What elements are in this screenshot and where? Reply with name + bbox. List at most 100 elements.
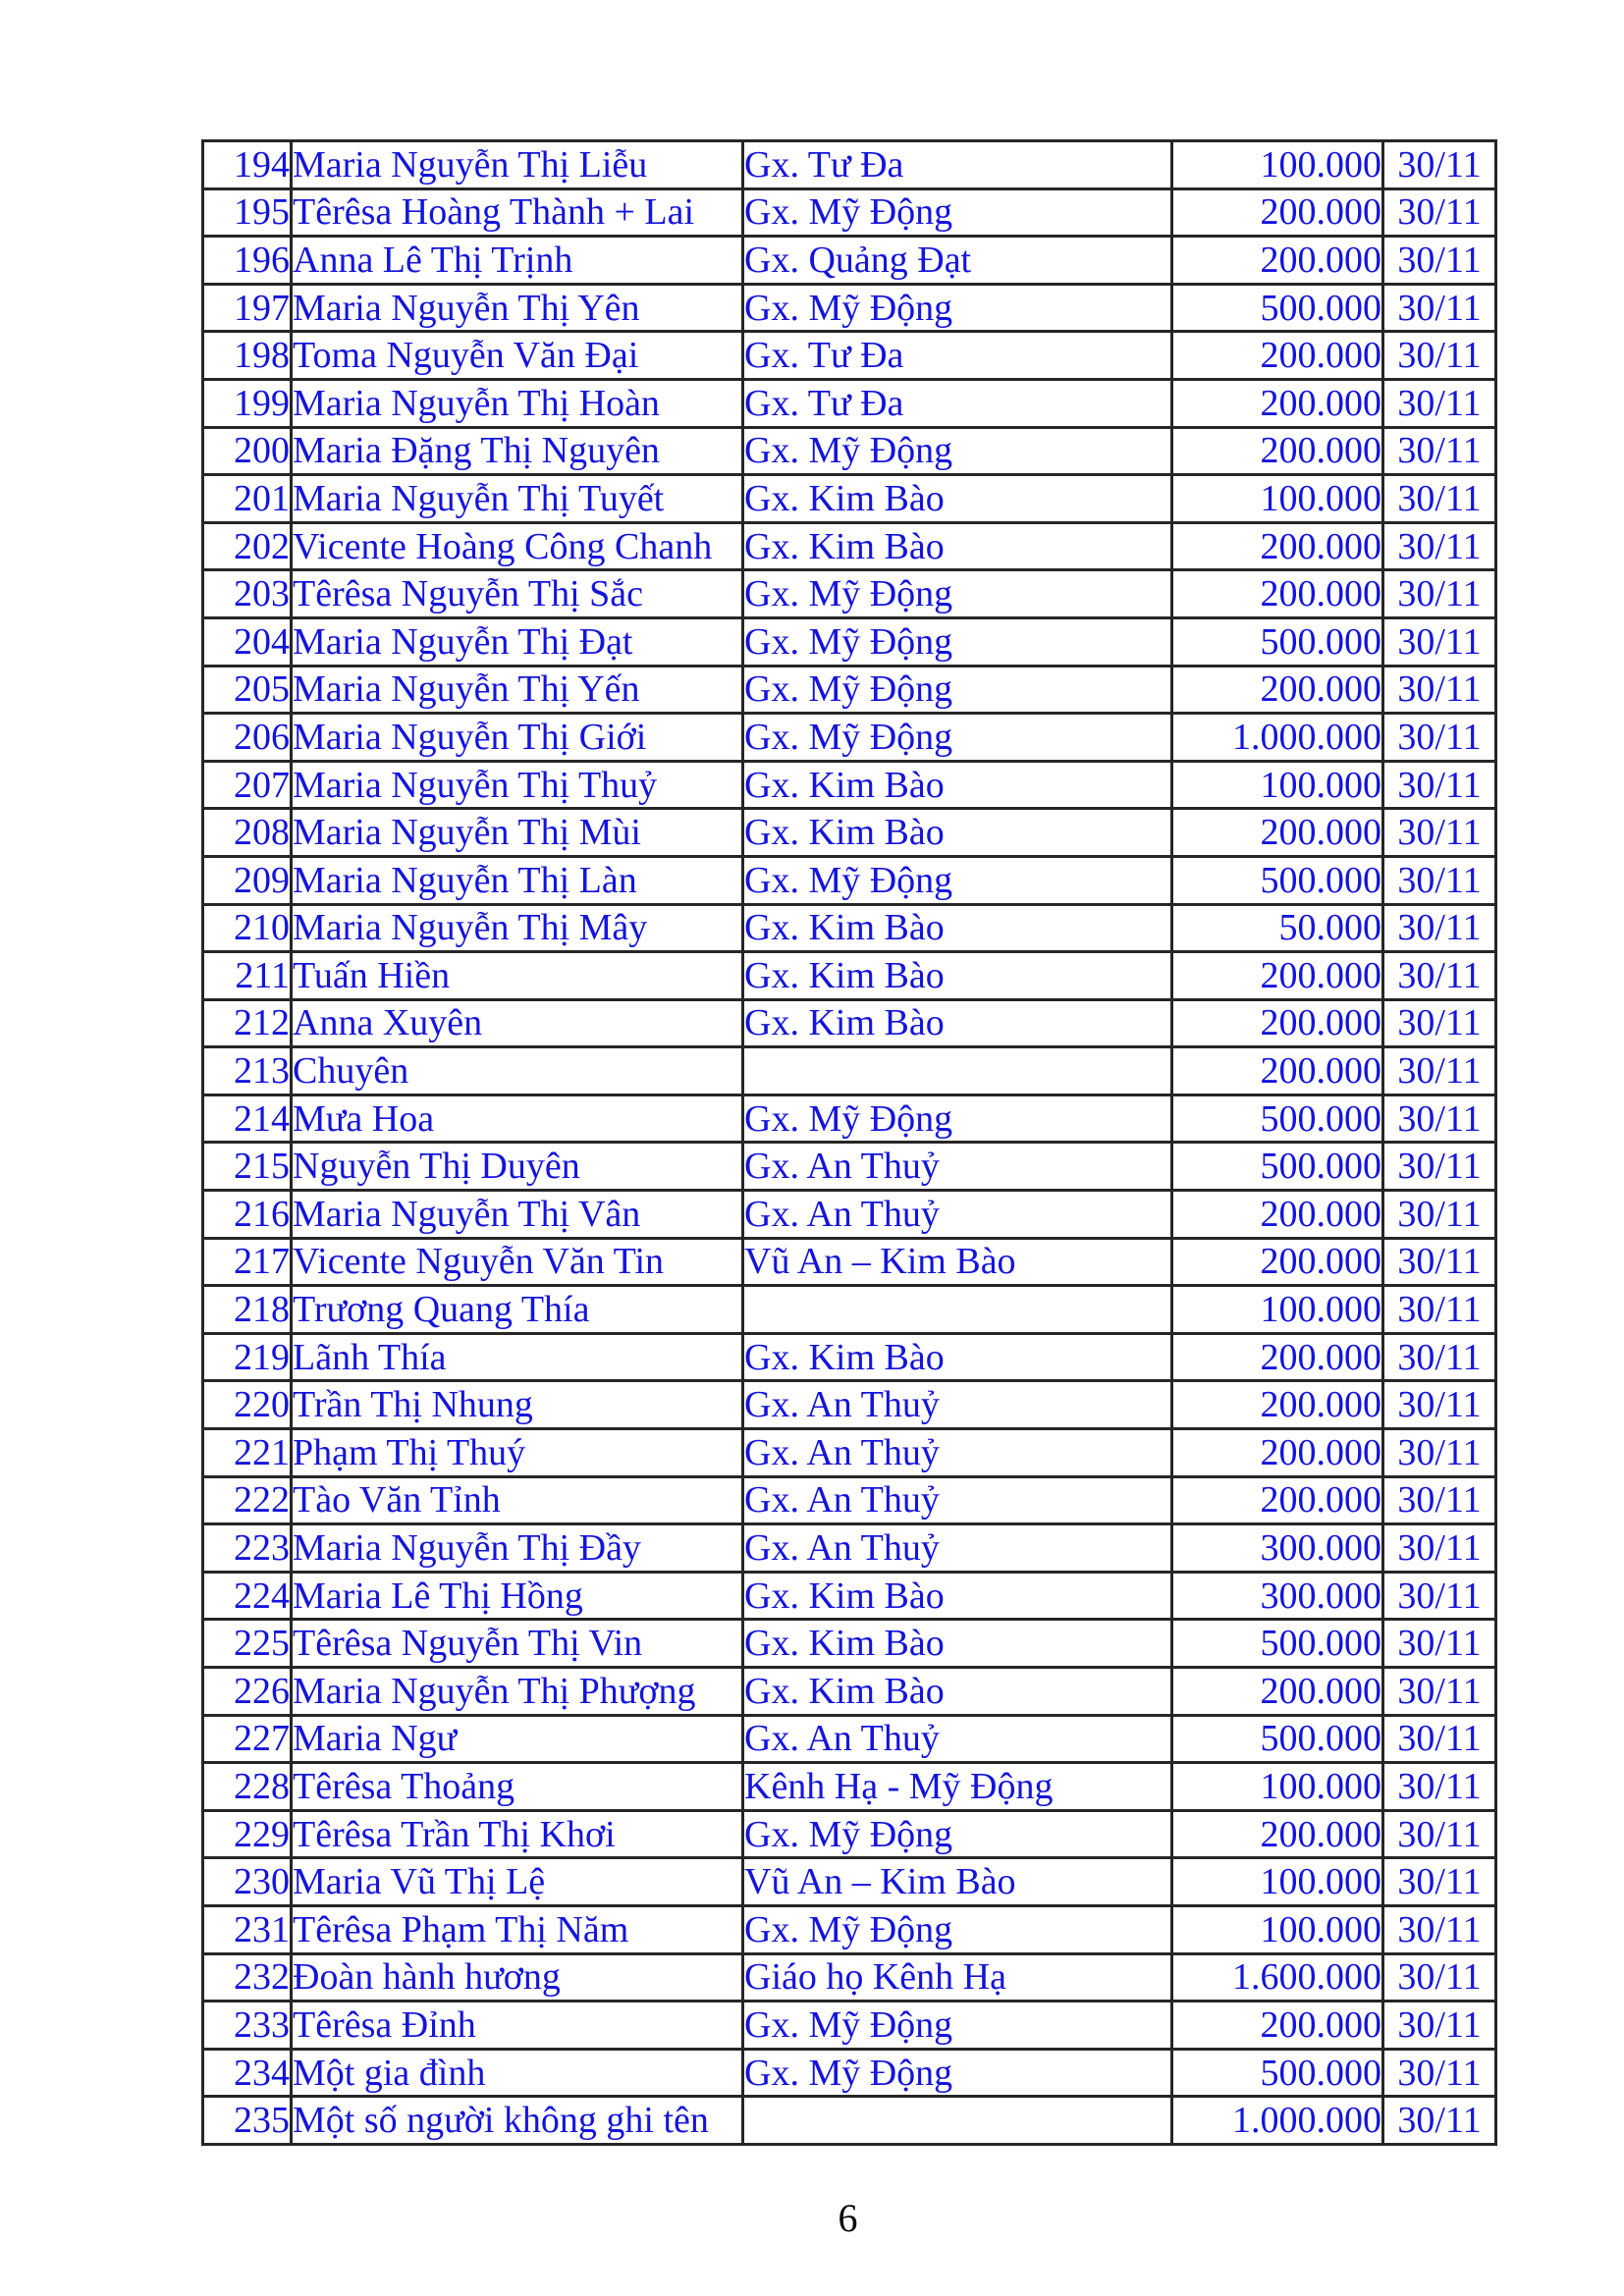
no-cell: 202 [201, 520, 293, 572]
date-cell: 30/11 [1381, 1761, 1497, 1812]
name-cell: Têrêsa Nguyễn Thị Sắc [290, 568, 744, 619]
no-cell: 233 [201, 2000, 293, 2051]
table-row: 234 Một gia đình Gx. Mỹ Động 500.000 30/11 [201, 2047, 1497, 2099]
page-number: 6 [838, 2196, 858, 2240]
parish-cell: Gx. Mỹ Động [741, 1093, 1173, 1145]
date-cell: 30/11 [1381, 807, 1497, 858]
date-cell: 30/11 [1381, 1713, 1497, 1765]
amount-cell: 200.000 [1170, 235, 1384, 286]
parish-cell: Gx. Mỹ Động [741, 2047, 1173, 2099]
amount-cell: 200.000 [1170, 425, 1384, 477]
table-row: 202 Vicente Hoàng Công Chanh Gx. Kim Bào 20… [201, 520, 1497, 572]
no-cell: 206 [201, 712, 293, 763]
date-cell: 30/11 [1381, 520, 1497, 572]
name-cell: Trương Quang Thía [290, 1284, 744, 1335]
table-row: 197 Maria Nguyễn Thị Yên Gx. Mỹ Động 500.00… [201, 282, 1497, 334]
amount-cell: 200.000 [1170, 1427, 1384, 1478]
amount-cell: 200.000 [1170, 1474, 1384, 1526]
table-row: 228 Têrêsa Thoảng Kênh Hạ - Mỹ Động 100.000… [201, 1761, 1497, 1812]
name-cell: Toma Nguyễn Văn Đại [290, 330, 744, 381]
parish-cell: Gx. Tư Đa [741, 139, 1173, 190]
table-row: 211 Tuấn Hiền Gx. Kim Bào 200.000 30/11 [201, 950, 1497, 1001]
no-cell: 207 [201, 759, 293, 811]
name-cell: Têrêsa Trần Thị Khơi [290, 1808, 744, 1860]
no-cell: 212 [201, 997, 293, 1049]
amount-cell: 50.000 [1170, 902, 1384, 954]
amount-cell: 1.000.000 [1170, 2095, 1384, 2146]
date-cell: 30/11 [1381, 1474, 1497, 1526]
table-row: 212 Anna Xuyên Gx. Kim Bào 200.000 30/11 [201, 997, 1497, 1049]
date-cell: 30/11 [1381, 1570, 1497, 1622]
amount-cell: 100.000 [1170, 1903, 1384, 1955]
table-row: 206 Maria Nguyễn Thị Giới Gx. Mỹ Động 1.000… [201, 712, 1497, 763]
amount-cell: 500.000 [1170, 854, 1384, 906]
date-cell: 30/11 [1381, 1331, 1497, 1383]
amount-cell: 200.000 [1170, 377, 1384, 429]
amount-cell: 500.000 [1170, 1141, 1384, 1193]
no-cell: 217 [201, 1236, 293, 1288]
parish-cell [741, 2095, 1173, 2146]
date-cell: 30/11 [1381, 854, 1497, 906]
parish-cell: Gx. Kim Bào [741, 473, 1173, 524]
parish-cell: Gx. Kim Bào [741, 950, 1173, 1001]
no-cell: 203 [201, 568, 293, 619]
table-row: 223 Maria Nguyễn Thị Đầy Gx. An Thuỷ 300.00… [201, 1522, 1497, 1574]
amount-cell: 200.000 [1170, 187, 1384, 239]
name-cell: Một gia đình [290, 2047, 744, 2099]
date-cell: 30/11 [1381, 2000, 1497, 2051]
name-cell: Maria Nguyễn Thị Mùi [290, 807, 744, 858]
name-cell: Têrêsa Đỉnh [290, 2000, 744, 2051]
table-row: 200 Maria Đặng Thị Nguyên Gx. Mỹ Động 200.0… [201, 425, 1497, 477]
date-cell: 30/11 [1381, 568, 1497, 619]
name-cell: Đoàn hành hương [290, 1951, 744, 2003]
no-cell: 230 [201, 1856, 293, 1907]
date-cell: 30/11 [1381, 1522, 1497, 1574]
name-cell: Maria Nguyễn Thị Mây [290, 902, 744, 954]
no-cell: 201 [201, 473, 293, 524]
parish-cell: Vũ An – Kim Bào [741, 1856, 1173, 1907]
date-cell: 30/11 [1381, 1951, 1497, 2003]
name-cell: Tuấn Hiền [290, 950, 744, 1001]
table-body: 194 Maria Nguyễn Thị Liễu Gx. Tư Đa 100.000… [201, 139, 1497, 2146]
no-cell: 208 [201, 807, 293, 858]
no-cell: 226 [201, 1666, 293, 1717]
name-cell: Maria Nguyễn Thị Tuyết [290, 473, 744, 524]
parish-cell: Gx. An Thuỷ [741, 1189, 1173, 1240]
table-row: 233 Têrêsa Đỉnh Gx. Mỹ Động 200.000 30/11 [201, 2000, 1497, 2051]
table-row: 215 Nguyễn Thị Duyên Gx. An Thuỷ 500.000 30/… [201, 1141, 1497, 1193]
no-cell: 200 [201, 425, 293, 477]
parish-cell: Gx. Mỹ Động [741, 712, 1173, 763]
date-cell: 30/11 [1381, 1141, 1497, 1193]
name-cell: Maria Đặng Thị Nguyên [290, 425, 744, 477]
parish-cell: Gx. An Thuỷ [741, 1141, 1173, 1193]
no-cell: 196 [201, 235, 293, 286]
no-cell: 215 [201, 1141, 293, 1193]
parish-cell: Gx. Mỹ Động [741, 664, 1173, 716]
amount-cell: 100.000 [1170, 759, 1384, 811]
amount-cell: 200.000 [1170, 1379, 1384, 1431]
no-cell: 194 [201, 139, 293, 190]
date-cell: 30/11 [1381, 759, 1497, 811]
no-cell: 227 [201, 1713, 293, 1765]
amount-cell: 200.000 [1170, 1045, 1384, 1096]
date-cell: 30/11 [1381, 997, 1497, 1049]
table-row: 231 Têrêsa Phạm Thị Năm Gx. Mỹ Động 100.000… [201, 1903, 1497, 1955]
date-cell: 30/11 [1381, 2095, 1497, 2146]
date-cell: 30/11 [1381, 1666, 1497, 1717]
name-cell: Nguyễn Thị Duyên [290, 1141, 744, 1193]
amount-cell: 100.000 [1170, 473, 1384, 524]
date-cell: 30/11 [1381, 1856, 1497, 1907]
table-row: 220 Trần Thị Nhung Gx. An Thuỷ 200.000 30/11 [201, 1379, 1497, 1431]
parish-cell: Gx. An Thuỷ [741, 1713, 1173, 1765]
name-cell: Phạm Thị Thuý [290, 1427, 744, 1478]
parish-cell: Gx. Mỹ Động [741, 282, 1173, 334]
name-cell: Maria Nguyễn Thị Vân [290, 1189, 744, 1240]
name-cell: Maria Nguyễn Thị Làn [290, 854, 744, 906]
date-cell: 30/11 [1381, 1284, 1497, 1335]
name-cell: Vicente Nguyễn Văn Tin [290, 1236, 744, 1288]
name-cell: Maria Vũ Thị Lệ [290, 1856, 744, 1907]
no-cell: 229 [201, 1808, 293, 1860]
amount-cell: 200.000 [1170, 1189, 1384, 1240]
name-cell: Trần Thị Nhung [290, 1379, 744, 1431]
amount-cell: 200.000 [1170, 950, 1384, 1001]
